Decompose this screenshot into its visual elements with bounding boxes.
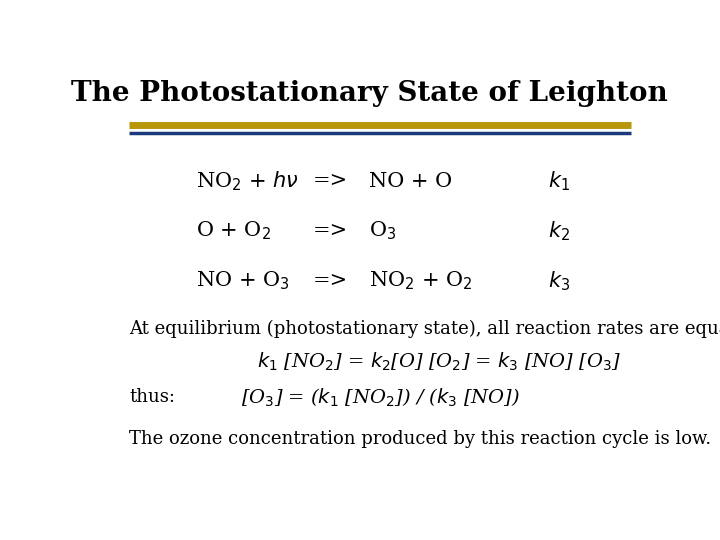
Text: $k_3$: $k_3$ — [547, 269, 570, 293]
Text: NO + O$_3$: NO + O$_3$ — [196, 269, 289, 292]
Text: O + O$_2$: O + O$_2$ — [196, 220, 271, 242]
Text: =>: => — [313, 172, 348, 191]
Text: [O$_3$] = ($k_1$ [NO$_2$]) / ($k_3$ [NO]): [O$_3$] = ($k_1$ [NO$_2$]) / ($k_3$ [NO]… — [240, 386, 520, 409]
Text: =>: => — [313, 272, 348, 291]
Text: $k_1$ [NO$_2$] = $k_2$[O] [O$_2$] = $k_3$ [NO] [O$_3$]: $k_1$ [NO$_2$] = $k_2$[O] [O$_2$] = $k_3… — [258, 351, 621, 373]
Text: At equilibrium (photostationary state), all reaction rates are equal:: At equilibrium (photostationary state), … — [129, 320, 720, 338]
Text: $k_1$: $k_1$ — [547, 170, 570, 193]
Text: NO$_2$ + $h\nu$: NO$_2$ + $h\nu$ — [196, 170, 299, 193]
Text: NO + O: NO + O — [369, 172, 452, 191]
Text: $k_2$: $k_2$ — [547, 219, 570, 243]
Text: NO$_2$ + O$_2$: NO$_2$ + O$_2$ — [369, 269, 472, 292]
Text: The Photostationary State of Leighton: The Photostationary State of Leighton — [71, 80, 667, 107]
Text: O$_3$: O$_3$ — [369, 220, 396, 242]
Text: =>: => — [313, 221, 348, 241]
Text: The ozone concentration produced by this reaction cycle is low.: The ozone concentration produced by this… — [129, 430, 711, 448]
Text: thus:: thus: — [129, 388, 175, 407]
